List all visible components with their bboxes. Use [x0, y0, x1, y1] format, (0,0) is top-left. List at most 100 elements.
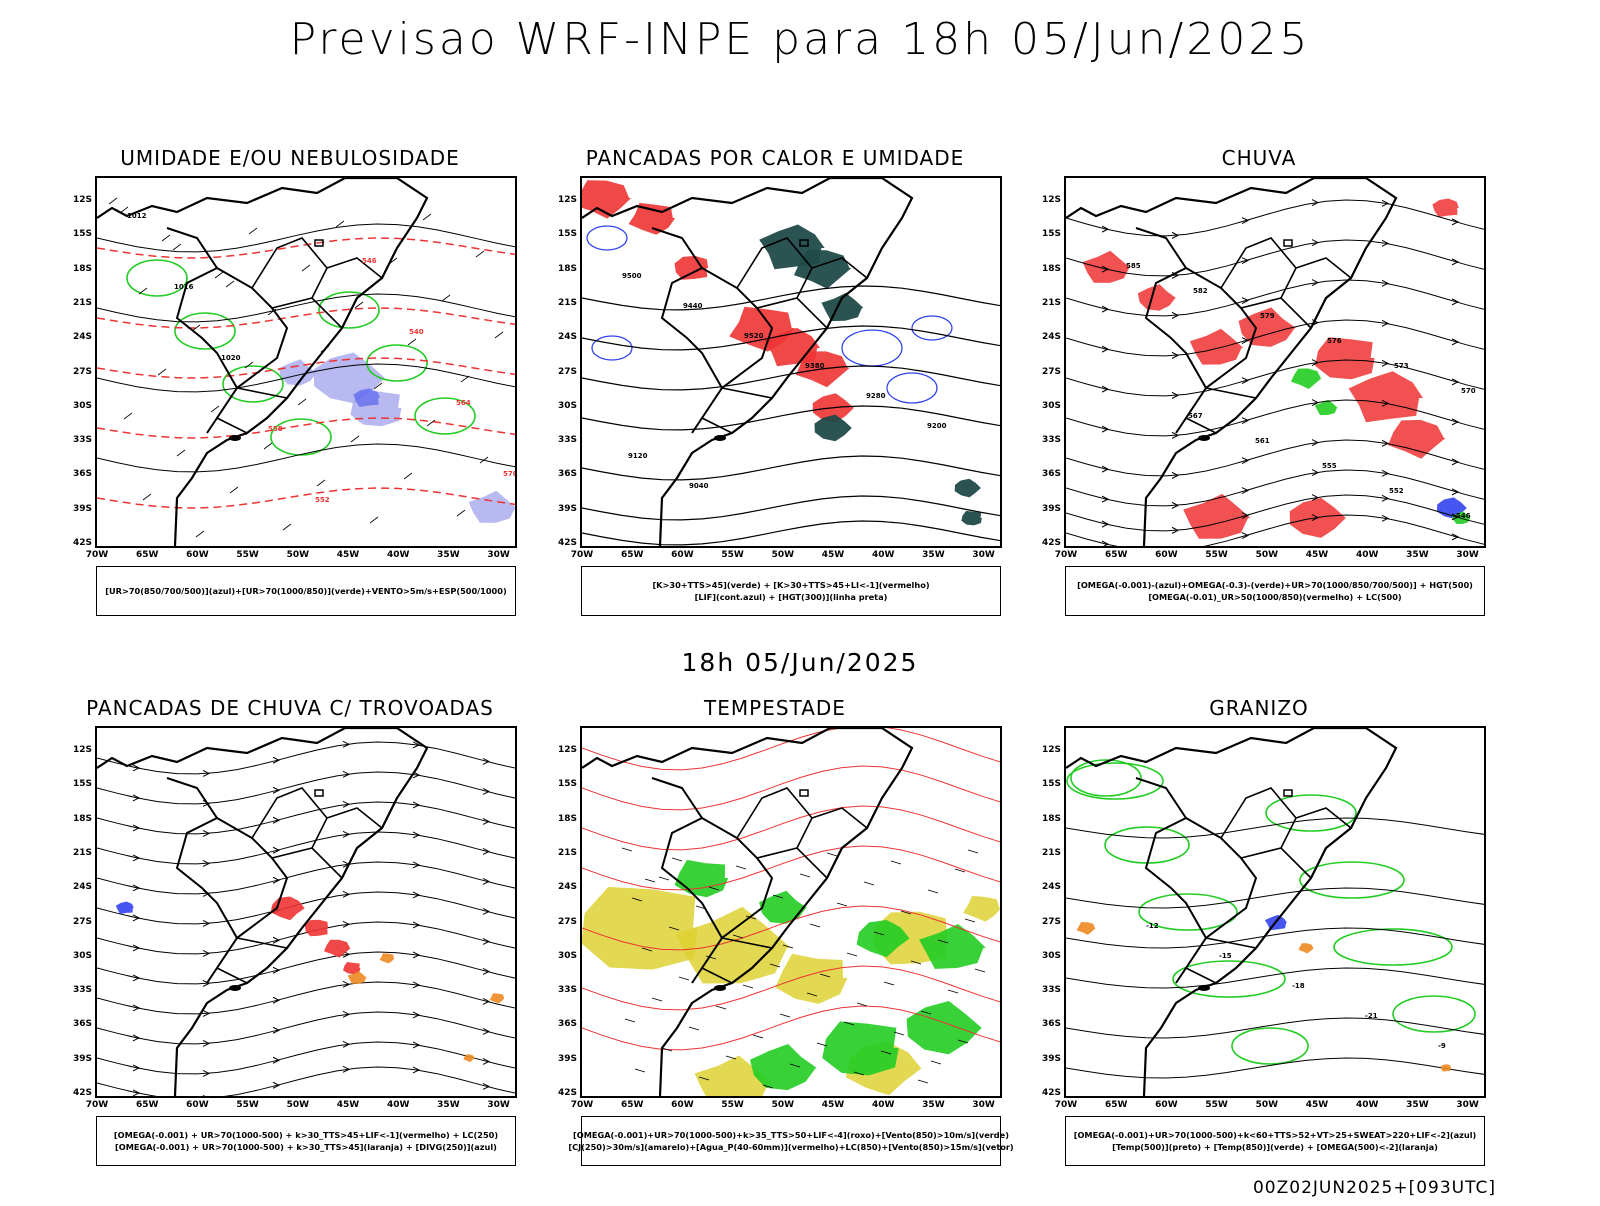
- lat-tick-label: 30S: [1041, 400, 1061, 411]
- map-chuva[interactable]: 585 582 579 576 573 570 567 561 555 552 546: [1064, 176, 1486, 548]
- flow-arrow: [272, 846, 281, 854]
- hgt500-contour: [1066, 279, 1484, 317]
- hgt500-contour: [1066, 319, 1484, 357]
- map-umidade[interactable]: 1012 1016 1020 558 552 546 540 564 570: [95, 176, 517, 548]
- rain-area-red: [1348, 371, 1423, 423]
- lat-tick-label: 15S: [557, 229, 577, 240]
- lon-tick-label: 30W: [487, 1100, 510, 1110]
- lat-tick-label: 27S: [557, 366, 577, 377]
- flow-arrow: [342, 1010, 351, 1018]
- wind-vector: [388, 257, 398, 265]
- flow-arrow: [132, 794, 141, 802]
- lat-tick-label: 24S: [72, 332, 92, 343]
- panel-legend: [UR>70(850/700/500)](azul)+[UR>70(1000/8…: [96, 566, 516, 616]
- wind-vector: [624, 1018, 636, 1023]
- flow-arrow: [272, 996, 281, 1004]
- water-vapor-contour: [582, 765, 1000, 811]
- omega500-area-orange: [1076, 922, 1096, 935]
- flow-arrow: [132, 824, 141, 832]
- contour-label: 540: [409, 328, 424, 336]
- lat-tick-label: 39S: [557, 1053, 577, 1064]
- wind850-area-green: [759, 890, 807, 924]
- green-contour-blob: [421, 312, 471, 345]
- map-trovoadas[interactable]: [95, 726, 517, 1098]
- green-humidity-contour: [414, 397, 476, 435]
- lat-tick-label: 39S: [557, 503, 577, 514]
- water-vapor-contour: [582, 728, 1000, 771]
- contour-label: 546: [362, 257, 377, 265]
- lon-tick-label: 60W: [186, 1100, 209, 1110]
- lat-tick-label: 12S: [1041, 195, 1061, 205]
- wind-vector: [373, 382, 383, 390]
- lat-tick-label: 21S: [72, 297, 92, 308]
- wind-vector: [927, 889, 939, 894]
- hgt300-contour: [582, 455, 1000, 481]
- map-pancadas-calor[interactable]: 9500 9440 9520 9380 9280 9200 9120 9040: [580, 176, 1002, 548]
- coastline: [97, 178, 429, 546]
- hgt300-contour: [582, 365, 1000, 391]
- panel-granizo: GRANIZO 12S 15S 18S 21S 24S 27S 30S 33S 36S 39S 42…: [1019, 696, 1499, 1206]
- thickness-contour: [97, 417, 515, 439]
- contour-label: 567: [1188, 412, 1203, 420]
- capital-marker: [1283, 239, 1293, 247]
- lon-tick-label: 70W: [1054, 1100, 1078, 1110]
- wind-vector: [698, 1076, 710, 1081]
- capital-marker: [1283, 789, 1293, 797]
- map-tempestade[interactable]: [580, 726, 1002, 1098]
- flow-arrow: [272, 1026, 281, 1034]
- hgt500-contour: [1066, 494, 1484, 532]
- wind-vector: [880, 1050, 892, 1055]
- country-border: [1135, 227, 1258, 434]
- temp500-contour: [1066, 927, 1484, 949]
- page-title: Previsao WRF-INPE para 18h 05/Jun/2025: [289, 14, 1311, 65]
- lon-tick-label: 70W: [85, 1100, 109, 1110]
- flow-arrow: [1241, 377, 1250, 384]
- wind-vector: [244, 361, 254, 369]
- water-vapor-contour: [582, 1005, 1000, 1051]
- water-vapor-contour: [582, 965, 1000, 1011]
- lif-contour: [586, 225, 628, 251]
- lat-tick-label: 33S: [557, 435, 577, 446]
- lat-tick-label: 33S: [1041, 435, 1061, 446]
- temp500-contour: [1066, 817, 1484, 839]
- country-border: [166, 227, 289, 434]
- country-border: [651, 227, 774, 434]
- wind-vector: [843, 1021, 855, 1026]
- temp850-contour: [1299, 861, 1405, 899]
- lon-tick-label: 40W: [871, 1100, 895, 1110]
- flow-arrow: [1381, 439, 1390, 447]
- lat-tick-label: 36S: [72, 469, 92, 480]
- flow-arrow: [1171, 526, 1180, 534]
- lat-tick-label: 36S: [1041, 469, 1061, 480]
- lat-tick-label: 36S: [72, 1019, 92, 1030]
- temp850-contour: [1231, 1027, 1309, 1065]
- flow-arrow: [412, 741, 421, 749]
- wind-vector: [799, 873, 811, 878]
- wind-vector: [138, 287, 148, 295]
- lat-tick-label: 15S: [1041, 229, 1061, 240]
- legend-line-1: [OMEGA(-0.001) + UR>70(1000-500) + k>30_…: [113, 1130, 499, 1140]
- temp500-contour: [1066, 1017, 1484, 1039]
- map-granizo[interactable]: -12 -15 -18 -21 -9: [1064, 726, 1486, 1098]
- latitude-axis: 12S 15S 18S 21S 24S 27S 30S 33S 36S 39S 42S: [50, 726, 92, 1098]
- streamline: [97, 741, 515, 775]
- wind-vector: [671, 857, 683, 862]
- wind-vector: [494, 331, 504, 339]
- lat-tick-label: 15S: [557, 779, 577, 790]
- temp850-contour: [1104, 826, 1190, 864]
- legend-line-1: [K>30+TTS>45](verde) + [K>30+TTS>45+LI<-…: [652, 580, 930, 590]
- lat-tick-label: 30S: [72, 950, 92, 961]
- wind-vector: [119, 206, 129, 214]
- flow-arrow: [1101, 540, 1110, 546]
- lon-tick-label: 35W: [922, 550, 945, 560]
- lat-tick-label: 33S: [72, 985, 92, 996]
- contour-label: 9200: [927, 422, 947, 430]
- contour-label: 555: [1322, 462, 1337, 470]
- wind-vector: [195, 530, 205, 538]
- state-border: [1185, 387, 1257, 434]
- longitude-axis: 70W 65W 60W 55W 50W 45W 40W 35W 30W: [571, 550, 1002, 564]
- hgt500-contour: [1066, 469, 1484, 507]
- lat-tick-label: 24S: [72, 882, 92, 893]
- contour-label: 558: [268, 425, 283, 433]
- flow-arrow: [272, 936, 281, 944]
